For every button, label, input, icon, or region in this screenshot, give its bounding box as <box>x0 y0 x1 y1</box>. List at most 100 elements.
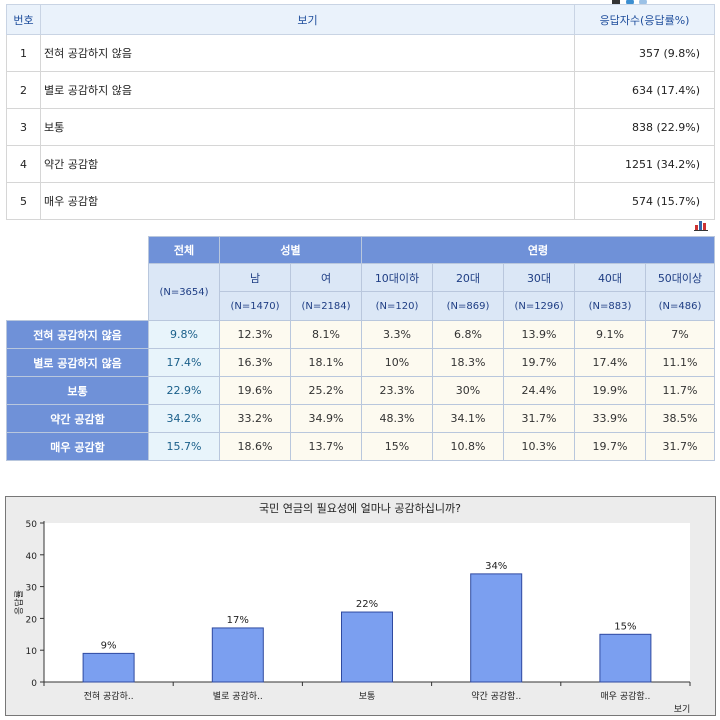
y-tick-label: 20 <box>26 615 38 625</box>
crosstab-cell: 10% <box>361 348 433 377</box>
row-number: 3 <box>6 108 41 146</box>
crosstab-cell: 38.5% <box>645 404 715 433</box>
n-age-20: (N=869) <box>432 291 504 321</box>
crosstab-row-label: 별로 공감하지 않음 <box>6 348 149 377</box>
crosstab-total-cell: 9.8% <box>148 320 220 349</box>
crosstab-cell: 48.3% <box>361 404 433 433</box>
age-header: 연령 <box>361 236 715 264</box>
crosstab-cell: 10.8% <box>432 432 504 461</box>
bar <box>82 652 135 683</box>
crosstab-cell: 10.3% <box>503 432 575 461</box>
x-tick-label: 매우 공감함.. <box>600 690 650 702</box>
header-number: 번호 <box>6 4 41 35</box>
bar-value-label: 17% <box>227 615 249 626</box>
crosstab-row: 보통 22.9% 19.6% 25.2% 23.3% 30% 24.4% 19.9% 11.7% <box>6 376 715 405</box>
table-row: 1 전혀 공감하지 않음 357 (9.8%) <box>6 34 715 72</box>
row-number: 4 <box>6 145 41 183</box>
n-age-10: (N=120) <box>361 291 433 321</box>
row-number: 2 <box>6 71 41 109</box>
crosstab-cell: 6.8% <box>432 320 504 349</box>
y-tick-label: 50 <box>26 520 38 530</box>
crosstab-cell: 19.9% <box>574 376 646 405</box>
y-axis-title: 응답률 <box>13 590 25 615</box>
y-tick-label: 30 <box>26 584 38 594</box>
row-label: 보통 <box>40 108 575 146</box>
crosstab-cell: 12.3% <box>219 320 291 349</box>
n-female: (N=2184) <box>290 291 362 321</box>
crosstab-row: 매우 공감함 15.7% 18.6% 13.7% 15% 10.8% 10.3% 19.7% 3… <box>6 432 715 461</box>
table-row: 4 약간 공감함 1251 (34.2%) <box>6 145 715 183</box>
crosstab-total-cell: 15.7% <box>148 432 220 461</box>
row-number: 5 <box>6 182 41 220</box>
y-tick-label: 40 <box>26 552 38 562</box>
crosstab-row-label: 약간 공감함 <box>6 404 149 433</box>
subheader-female: 여 <box>290 263 362 292</box>
crosstab-row: 별로 공감하지 않음 17.4% 16.3% 18.1% 10% 18.3% 19.7% 17… <box>6 348 715 377</box>
crosstab-row-label: 전혀 공감하지 않음 <box>6 320 149 349</box>
crosstab-cell: 25.2% <box>290 376 362 405</box>
bar <box>599 633 652 683</box>
bar-value-label: 22% <box>356 599 378 610</box>
crosstab-cell: 3.3% <box>361 320 433 349</box>
crosstab-table: 전체 성별 연령 (N=3654) 남 여 10대이하 20대 30대 40대 … <box>6 236 715 461</box>
crosstab-cell: 31.7% <box>503 404 575 433</box>
crosstab-cell: 7% <box>645 320 715 349</box>
x-axis-title: 보기 <box>674 704 691 715</box>
bar-chart-panel: 국민 연금의 필요성에 얼마나 공감하십니까? 0 10 20 30 40 50 응답률 9% 전… <box>5 496 716 716</box>
crosstab-cell: 13.9% <box>503 320 575 349</box>
header-count: 응답자수(응답률%) <box>574 4 715 35</box>
row-count: 574 (15.7%) <box>574 182 715 220</box>
row-count: 1251 (34.2%) <box>574 145 715 183</box>
x-tick-label: 전혀 공감하.. <box>84 690 134 702</box>
bar-value-label: 15% <box>614 621 636 632</box>
crosstab-cell: 31.7% <box>645 432 715 461</box>
row-number: 1 <box>6 34 41 72</box>
crosstab-cell: 23.3% <box>361 376 433 405</box>
y-tick-label: 0 <box>31 679 37 689</box>
subheader-age-10: 10대이하 <box>361 263 433 292</box>
row-count: 634 (17.4%) <box>574 71 715 109</box>
row-label: 약간 공감함 <box>40 145 575 183</box>
crosstab-cell: 18.1% <box>290 348 362 377</box>
n-age-40: (N=883) <box>574 291 646 321</box>
response-table: 번호 보기 응답자수(응답률%) 1 전혀 공감하지 않음 357 (9.8%)… <box>6 4 715 220</box>
row-count: 838 (22.9%) <box>574 108 715 146</box>
gender-header: 성별 <box>219 236 362 264</box>
bar <box>341 611 393 683</box>
help-icon[interactable] <box>639 0 647 6</box>
crosstab-total-cell: 34.2% <box>148 404 220 433</box>
info-icon[interactable] <box>625 0 634 6</box>
total-n: (N=3654) <box>148 263 220 321</box>
bar-value-label: 34% <box>485 561 507 572</box>
x-tick-label: 보통 <box>359 691 376 702</box>
row-label: 매우 공감함 <box>40 182 575 220</box>
crosstab-cell: 18.6% <box>219 432 291 461</box>
crosstab-cell: 9.1% <box>574 320 646 349</box>
crosstab-cell: 11.1% <box>645 348 715 377</box>
crosstab-cell: 16.3% <box>219 348 291 377</box>
crosstab-cell: 24.4% <box>503 376 575 405</box>
bar-chart: 국민 연금의 필요성에 얼마나 공감하십니까? 0 10 20 30 40 50 응답률 9% 전… <box>13 501 691 715</box>
crosstab-cell: 17.4% <box>574 348 646 377</box>
subheader-age-20: 20대 <box>432 263 504 292</box>
crosstab-cell: 18.3% <box>432 348 504 377</box>
chart-title: 국민 연금의 필요성에 얼마나 공감하십니까? <box>259 501 461 515</box>
table-row: 2 별로 공감하지 않음 634 (17.4%) <box>6 71 715 109</box>
crosstab-cell: 15% <box>361 432 433 461</box>
crosstab-cell: 34.1% <box>432 404 504 433</box>
toolbar-icons <box>612 0 649 6</box>
crosstab-cell: 19.6% <box>219 376 291 405</box>
row-label: 별로 공감하지 않음 <box>40 71 575 109</box>
x-tick-label: 약간 공감함.. <box>471 690 521 702</box>
crosstab-row: 약간 공감함 34.2% 33.2% 34.9% 48.3% 34.1% 31.7% 33.9… <box>6 404 715 433</box>
print-icon[interactable] <box>612 0 620 6</box>
row-label: 전혀 공감하지 않음 <box>40 34 575 72</box>
subheader-age-50: 50대이상 <box>645 263 715 292</box>
crosstab-cell: 11.7% <box>645 376 715 405</box>
crosstab-cell: 19.7% <box>574 432 646 461</box>
n-male: (N=1470) <box>219 291 291 321</box>
bar-value-label: 9% <box>101 640 117 651</box>
chart-toggle-icon[interactable] <box>694 219 708 231</box>
crosstab-total-cell: 22.9% <box>148 376 220 405</box>
total-header: 전체 <box>148 236 220 264</box>
